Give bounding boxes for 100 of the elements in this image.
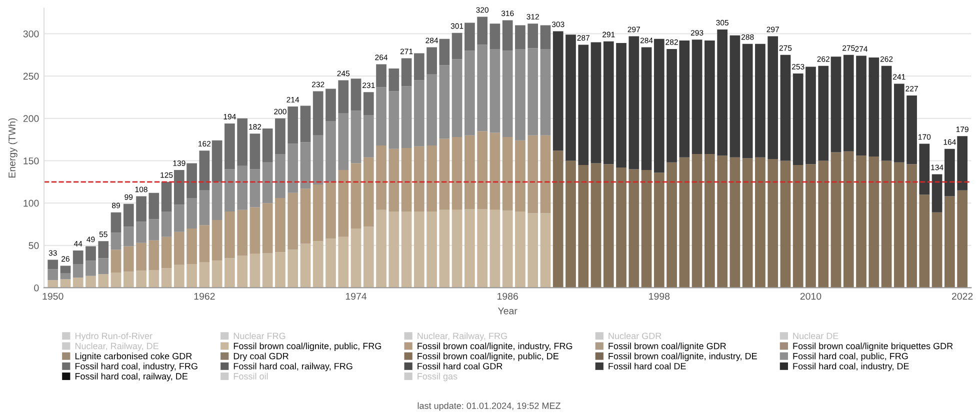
bar: [540, 25, 551, 49]
bar: [881, 66, 892, 161]
bar: [72, 250, 84, 264]
legend-label: Fossil hard coal DE: [608, 362, 686, 370]
bar: [641, 170, 652, 288]
legend-label: Fossil hard coal, railway, FRG: [234, 362, 352, 372]
bar: [250, 254, 260, 288]
bar: [944, 148, 955, 196]
bar: [312, 241, 324, 288]
bar: [48, 280, 58, 288]
bar: [477, 208, 488, 288]
bar: [110, 272, 122, 288]
bar: [48, 260, 58, 270]
bar: [906, 96, 917, 164]
bar: [490, 210, 500, 288]
bar: [843, 54, 854, 152]
bar: [881, 160, 892, 288]
y-tick-label: 200: [23, 115, 39, 122]
bar: [161, 236, 172, 268]
bar: [704, 154, 715, 288]
bar: [186, 163, 197, 198]
bar: [540, 48, 551, 136]
bar: [237, 118, 248, 166]
x-tick-label: 1950: [42, 292, 64, 300]
bar: [388, 68, 400, 92]
text: last update: 01.01.2024, 19:52 MEZ: [418, 402, 560, 411]
bar: [250, 134, 260, 170]
bar: [376, 145, 386, 210]
x-tick-label: 1974: [346, 292, 367, 300]
bar: [161, 268, 172, 288]
bar: [768, 36, 778, 160]
bar: [894, 162, 904, 288]
bar: [919, 144, 930, 195]
bar: [123, 272, 134, 288]
bar: [363, 157, 374, 227]
bar: [123, 246, 134, 272]
bar: [376, 64, 386, 88]
y-tick-label: 0: [34, 284, 39, 292]
bar: [401, 212, 412, 288]
bar: [275, 252, 286, 288]
bar: [401, 148, 412, 212]
bar: [199, 225, 210, 262]
bar: [666, 162, 677, 288]
bar: [338, 236, 349, 288]
bar: [894, 84, 904, 162]
bar: [275, 198, 286, 252]
legend-label: Nuclear, Railway, FRG: [418, 332, 507, 341]
bar: [654, 38, 664, 173]
bar: [868, 156, 880, 288]
bar: [250, 207, 260, 254]
bar: [363, 92, 374, 116]
bar: [768, 159, 778, 288]
bar: [616, 168, 626, 288]
bar: [868, 57, 880, 156]
bar: [414, 212, 424, 288]
bar: [540, 213, 551, 288]
legend-label: Nuclear DE: [793, 332, 838, 340]
legend-label: Hydro Run-of-River: [75, 332, 152, 341]
legend-label: Fossil brown coal/lignite GDR: [608, 342, 726, 351]
bar: [414, 53, 424, 80]
legend-label: Nuclear, Railway, DE: [75, 342, 158, 351]
x-tick-label: 1998: [649, 292, 670, 300]
bar: [717, 30, 728, 156]
bar: [742, 158, 753, 288]
bar: [552, 150, 564, 288]
bar: [426, 47, 437, 74]
bar: [199, 262, 210, 288]
bar: [86, 246, 96, 261]
bar: [338, 113, 349, 170]
bar: [350, 163, 362, 228]
legend-label: Fossil hard coal, public, FRG: [793, 352, 908, 362]
bar: [148, 192, 160, 220]
bar: [262, 162, 273, 204]
bar: [388, 91, 400, 149]
legend-label: Fossil hard coal, industry, FRG: [75, 362, 198, 372]
x-tick-label: 2022: [952, 292, 973, 300]
bar: [806, 66, 816, 164]
legend-label: Fossil brown coal/lignite briquettes GDR: [793, 342, 953, 351]
bar: [237, 210, 248, 256]
bar: [288, 192, 298, 250]
bar: [780, 160, 791, 288]
bar: [300, 106, 311, 142]
bar: [86, 260, 96, 276]
bar: [174, 264, 184, 288]
bar: [136, 196, 146, 222]
bar: [692, 40, 702, 154]
bar: [98, 274, 109, 288]
bar: [136, 242, 146, 271]
bar: [401, 86, 412, 148]
bar: [326, 88, 336, 121]
bar: [755, 157, 766, 288]
bar: [312, 91, 324, 136]
bar: [250, 169, 260, 208]
legend-label: Fossil brown coal/lignite, industry, FRG: [418, 342, 572, 351]
x-axis-title: Year: [498, 308, 518, 314]
bar: [326, 182, 336, 239]
bar: [262, 128, 273, 162]
bar: [490, 132, 500, 210]
legend-label: Fossil hard coal GDR: [418, 362, 502, 370]
bar: [426, 74, 437, 146]
